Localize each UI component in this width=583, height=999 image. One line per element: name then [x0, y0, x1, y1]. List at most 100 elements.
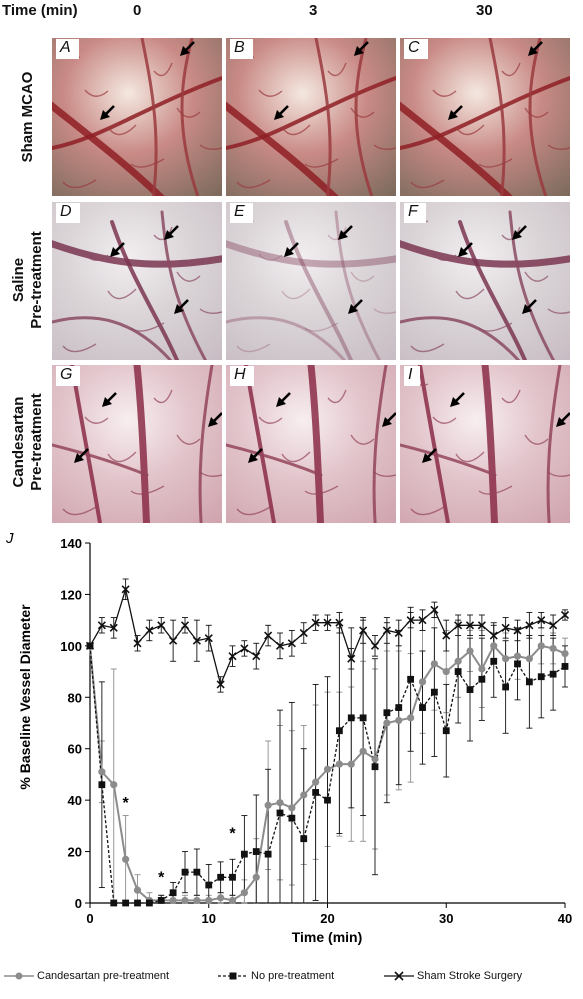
chart-error-bars: [98, 578, 568, 904]
data-point-x: [513, 626, 522, 635]
arrow-icon: [450, 392, 465, 407]
microscopy-photo-panel: B: [226, 38, 396, 196]
vessel-shape: [226, 240, 396, 268]
data-point-square: [442, 727, 450, 735]
x-tick-label: 20: [320, 911, 334, 926]
vessel-shape: [488, 38, 506, 196]
vessel-branch-shape: [281, 451, 311, 463]
chart-panel-label: J: [5, 530, 14, 547]
data-point-square: [514, 660, 521, 668]
data-point-square: [347, 714, 355, 722]
photo-panel-letter: E: [230, 203, 253, 223]
data-point-x: [157, 621, 166, 630]
data-point-x: [97, 621, 106, 630]
data-point-square: [276, 809, 284, 817]
data-point-square: [466, 686, 474, 693]
vessel-branch-shape: [501, 226, 521, 241]
arrow-icon: [448, 105, 463, 120]
data-point-square: [229, 873, 236, 881]
microscopy-photo-panel: C: [400, 38, 570, 196]
vessel-branch-shape: [304, 322, 339, 332]
vessel-shape: [226, 316, 347, 360]
data-point-square: [312, 789, 320, 796]
vessel-branch-shape: [350, 107, 375, 118]
vessel-branch-shape: [62, 179, 97, 189]
vessel-branch-shape: [547, 144, 570, 150]
arrow-icon: [180, 41, 195, 56]
vessel-branch-shape: [455, 288, 485, 300]
vessel-shape: [400, 101, 513, 196]
arrow-icon: [556, 412, 570, 427]
vessel-branch-shape: [455, 451, 485, 463]
vessel-shape: [481, 365, 498, 523]
data-point-circle: [537, 642, 545, 650]
vessel-branch-shape: [130, 485, 165, 495]
vessel-shape: [198, 365, 214, 523]
vessel-shape: [372, 365, 388, 523]
data-point-x: [525, 621, 534, 630]
data-point-circle: [442, 667, 450, 676]
data-point-x: [394, 628, 403, 638]
row-label-line: Candesartan: [10, 396, 27, 488]
vessel-branch-shape: [199, 308, 222, 314]
vessel-branch-shape: [410, 506, 445, 516]
arrow-icon: [354, 41, 369, 56]
data-point-x: [145, 626, 154, 635]
data-point-square: [157, 897, 165, 904]
data-point-square: [134, 899, 141, 907]
vessel-branch-shape: [304, 158, 339, 168]
arrow-icon: [164, 225, 179, 240]
chart-legend: Candesartan pre-treatment No pre-treatme…: [0, 969, 583, 993]
vessel-branch-shape: [350, 434, 375, 445]
vessel-branch-shape: [501, 62, 521, 77]
data-point-square: [122, 899, 130, 907]
vessel-shape: [226, 443, 323, 477]
arrow-icon: [522, 299, 537, 314]
vessel-shape: [160, 210, 208, 360]
data-point-x: [560, 610, 570, 620]
vessel-branch-shape: [478, 322, 513, 332]
data-point-circle: [181, 896, 189, 905]
legend-item-candesartan: Candesartan pre-treatment: [4, 969, 169, 983]
vessel-branch-shape: [327, 389, 347, 404]
data-point-x: [370, 641, 380, 650]
data-point-circle: [98, 768, 106, 776]
data-point-x: [359, 626, 368, 635]
arrow-icon: [74, 448, 89, 463]
x-tick-label: 10: [202, 911, 216, 926]
data-point-square: [205, 881, 213, 889]
row-label-line: Saline: [10, 257, 27, 303]
significance-asterisk: *: [229, 826, 236, 843]
data-point-x: [382, 626, 391, 635]
legend-label: Candesartan pre-treatment: [37, 970, 170, 982]
data-point-square: [169, 889, 177, 897]
data-point-square: [549, 670, 557, 678]
vessel-shape: [400, 76, 570, 150]
arrow-icon: [208, 412, 222, 427]
vessel-branch-shape: [547, 308, 570, 314]
data-point-x: [133, 639, 142, 648]
data-point-x: [85, 641, 95, 650]
vessel-branch-shape: [130, 322, 165, 332]
data-point-circle: [300, 791, 308, 799]
data-point-square: [300, 835, 308, 843]
vessel-diameter-chart: J % Baseline Vessel Diameter Time (min) …: [5, 530, 572, 945]
vessel-shape: [52, 316, 173, 360]
x-tick-label: 0: [86, 911, 93, 926]
column-header-3: 3: [309, 2, 318, 19]
column-header-30: 30: [476, 2, 493, 19]
vessel-branch-shape: [176, 434, 201, 445]
photo-panel-letter: B: [230, 39, 253, 59]
data-point-x: [192, 636, 201, 645]
legend-item-sham-stroke: Sham Stroke Surgery: [384, 969, 522, 983]
data-point-square: [359, 714, 367, 722]
data-point-x: [264, 631, 273, 640]
vessel-branch-shape: [373, 308, 396, 314]
vessel-branch-shape: [84, 416, 109, 424]
vessel-branch-shape: [236, 506, 271, 516]
vessel-branch-shape: [236, 179, 271, 189]
data-point-circle: [454, 657, 462, 665]
vessel-branch-shape: [410, 179, 445, 189]
vessel-branch-shape: [107, 288, 137, 300]
vessel-shape: [458, 220, 528, 360]
